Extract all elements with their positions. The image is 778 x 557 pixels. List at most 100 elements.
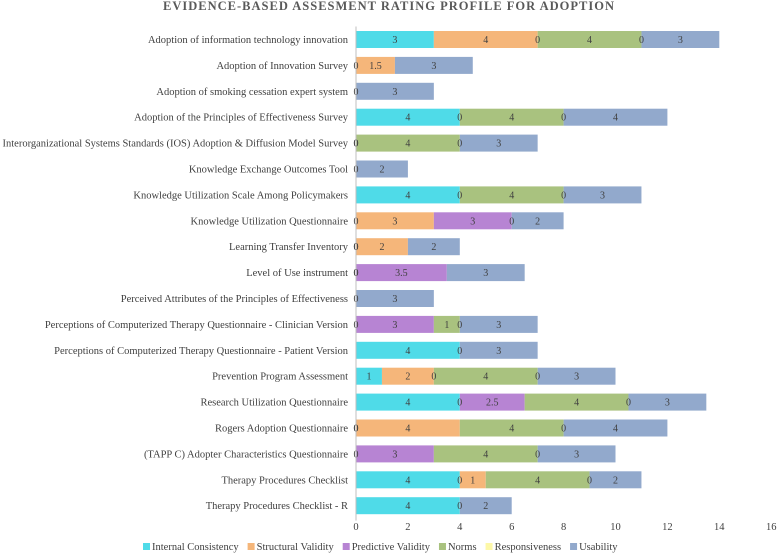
bar-segment — [433, 31, 538, 48]
zero-label: 0 — [535, 35, 540, 46]
legend-swatch — [485, 543, 493, 550]
bar-segment — [356, 471, 460, 489]
bar-segment — [356, 367, 382, 385]
x-tick-label: 0 — [353, 522, 358, 533]
zero-label: 0 — [457, 475, 462, 486]
legend-item: Norms — [438, 542, 477, 553]
bar-segment — [356, 393, 460, 411]
bar-segment — [589, 471, 642, 489]
data-label: 2 — [535, 216, 540, 227]
legend-swatch — [570, 543, 578, 550]
bar-segment — [459, 315, 538, 333]
legend-label: Structural Validity — [257, 542, 335, 553]
data-label: 3 — [574, 449, 579, 460]
category-label: Adoption of the Principles of Effectiven… — [134, 113, 349, 124]
legend-item: Predictive Validity — [342, 542, 431, 553]
data-label: 3 — [392, 216, 397, 227]
legend-label: Predictive Validity — [352, 542, 431, 553]
legend-swatch — [438, 543, 446, 550]
x-tick-label: 6 — [509, 522, 514, 533]
data-label: 3.5 — [395, 268, 408, 279]
data-label: 4 — [509, 424, 514, 435]
bar-segment — [356, 186, 460, 204]
data-label: 2.5 — [486, 398, 499, 409]
bar-segment — [356, 290, 434, 307]
bar-segment — [459, 134, 538, 152]
data-label: 2 — [613, 475, 618, 486]
bar-segment — [433, 315, 460, 333]
legend-label: Usability — [579, 542, 618, 553]
legend-label: Responsiveness — [495, 542, 562, 553]
bar-segment — [356, 56, 395, 74]
bar-segment — [407, 238, 460, 256]
zero-label: 0 — [626, 398, 631, 409]
x-tick-label: 8 — [561, 522, 566, 533]
category-label: Therapy Procedures Checklist - R — [206, 501, 348, 512]
x-tick-label: 16 — [766, 522, 777, 533]
bar-segment — [446, 264, 525, 282]
bar-segment — [511, 212, 564, 230]
data-label: 4 — [405, 501, 410, 512]
bars-layer — [356, 31, 720, 515]
x-tick-label: 4 — [457, 522, 463, 533]
bar-segment — [628, 393, 707, 411]
data-label: 4 — [613, 424, 618, 435]
bar-segment — [433, 367, 538, 385]
zero-label: 0 — [535, 449, 540, 460]
zero-label: 0 — [457, 398, 462, 409]
data-label: 3 — [392, 294, 397, 305]
data-label: 3 — [392, 449, 397, 460]
data-label: 4 — [509, 113, 514, 124]
data-label: 2 — [483, 501, 488, 512]
legend-label: Internal Consistency — [152, 542, 239, 553]
bar-segment — [356, 264, 447, 282]
legend-swatch — [247, 543, 255, 550]
zero-label: 0 — [457, 320, 462, 331]
data-label: 1 — [444, 320, 449, 331]
bar-segment — [381, 367, 434, 385]
data-label: 4 — [483, 449, 488, 460]
category-label: Perceived Attributes of the Principles o… — [121, 294, 348, 305]
bar-segment — [459, 341, 538, 359]
data-label: 2 — [431, 242, 436, 253]
bar-segment — [563, 108, 668, 126]
bar-segment — [356, 315, 434, 333]
bar-segment — [459, 108, 564, 126]
data-label: 3 — [392, 35, 397, 46]
legend-swatch — [342, 543, 350, 550]
legend-swatch — [143, 543, 150, 550]
bar-segment — [459, 186, 564, 204]
bar-segment — [356, 108, 460, 126]
data-label: 3 — [431, 61, 436, 72]
zero-label: 0 — [561, 190, 566, 201]
data-label: 3 — [483, 268, 488, 279]
category-label: Adoption of smoking cessation expert sys… — [156, 87, 348, 98]
data-label: 4 — [405, 424, 410, 435]
zero-label: 0 — [639, 35, 644, 46]
bar-segment — [459, 393, 525, 411]
x-tick-label: 12 — [662, 522, 673, 533]
data-label: 4 — [405, 190, 410, 201]
bar-segment — [356, 238, 408, 256]
legend-item: Usability — [570, 542, 618, 553]
bar-segment — [537, 31, 642, 48]
zero-label: 0 — [509, 216, 514, 227]
bar-segment — [394, 56, 473, 74]
data-label: 3 — [600, 190, 605, 201]
category-label: (TAPP C) Adopter Characteristics Questio… — [144, 449, 348, 460]
zero-label: 0 — [457, 190, 462, 201]
bar-segment — [563, 186, 642, 204]
category-label: Research Utilization Questionnaire — [200, 398, 348, 409]
zero-label: 0 — [457, 501, 462, 512]
bar-segment — [356, 134, 460, 152]
bar-segment — [356, 31, 434, 48]
bar-segment — [459, 419, 564, 437]
data-label: 3 — [678, 35, 683, 46]
bar-segment — [433, 445, 538, 463]
x-tick-label: 14 — [714, 522, 725, 533]
zero-label: 0 — [561, 113, 566, 124]
data-label: 3 — [496, 346, 501, 357]
chart-title: EVIDENCE-BASED ASSESMENT RATING PROFILE … — [163, 0, 615, 13]
category-label: Knowledge Utilization Scale Among Policy… — [133, 190, 348, 201]
